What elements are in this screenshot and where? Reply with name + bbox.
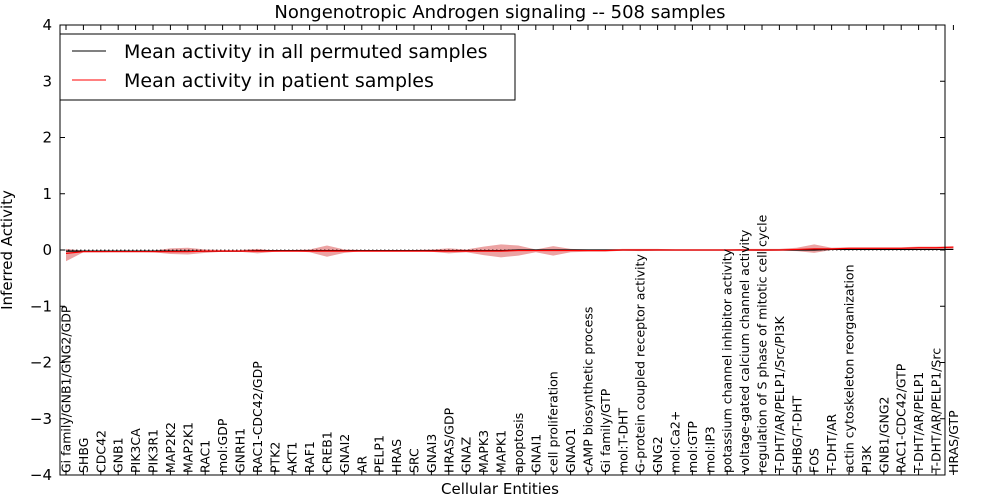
y-ticks: −4 −3 −2 −1 0 1 2 3 4 [30, 16, 945, 484]
x-tick-label: MAP2K1 [180, 422, 195, 473]
x-tick-label: GNAI3 [424, 434, 439, 473]
y-tick-label: 1 [42, 185, 52, 203]
x-tick-label: CREB1 [320, 431, 335, 473]
x-tick-label: PIK3R1 [146, 429, 161, 473]
y-tick-label: 4 [42, 16, 52, 34]
x-tick-label: T-DHT/AR/PELP1/Src [929, 348, 944, 474]
x-tick-label: HRAS [389, 439, 404, 473]
x-tick-label: MAPK3 [476, 430, 491, 473]
x-tick-label: G-protein coupled receptor activity [633, 254, 648, 473]
x-tick-label: T-DHT/AR/PELP1/Src/PI3K [772, 316, 787, 474]
chart-title: Nongenotropic Androgen signaling -- 508 … [274, 2, 725, 23]
x-tick-label: Gi family/GTP [598, 388, 613, 473]
y-tick-label: −2 [30, 354, 52, 372]
x-tick-label: mol:GTP [685, 421, 700, 473]
band-layer [66, 244, 954, 262]
x-tick-label: SHBG/T-DHT [789, 395, 804, 473]
x-tick-label: cell proliferation [546, 371, 561, 473]
x-tick-label: PIK3CA [128, 428, 143, 473]
series-line-1 [65, 246, 954, 254]
x-tick-label: GNG2 [650, 436, 665, 473]
x-tick-label: T-DHT/AR [824, 414, 839, 474]
x-tick-label: actin cytoskeleton reorganization [842, 264, 857, 473]
x-tick-label: GNAI1 [528, 434, 543, 473]
x-tick-label: GNRH1 [233, 428, 248, 473]
x-tick-label: PI3K [859, 445, 874, 473]
x-tick-label: GNAO1 [563, 428, 578, 473]
legend-box [59, 33, 516, 101]
x-tick-label: GNB1 [111, 437, 126, 473]
x-tick-label: CDC42 [93, 430, 108, 473]
y-tick-label: 3 [42, 72, 52, 90]
x-tick-label: SRC [407, 448, 422, 473]
x-tick-label: mol:GDP [215, 418, 230, 473]
x-tick-label: AR [354, 455, 369, 473]
y-tick-label: 2 [42, 129, 52, 147]
x-tick-label: GNAZ [459, 437, 474, 473]
y-tick-label: −4 [30, 466, 52, 484]
y-tick-label: −1 [30, 297, 52, 315]
x-tick-label: HRAS/GTP [946, 410, 961, 473]
x-tick-label: Gi family/GNB1/GNG2/GDP [59, 305, 74, 473]
x-tick-label: AKT1 [285, 442, 300, 473]
x-tick-label: SHBG [76, 438, 91, 473]
x-tick-label: PTK2 [267, 442, 282, 473]
x-tick-label: mol:Ca2+ [668, 411, 683, 473]
x-tick-label: HRAS/GDP [441, 407, 456, 473]
x-tick-label: PELP1 [372, 435, 387, 473]
band-area [66, 244, 954, 262]
x-tick-label: potassium channel inhibitor activity [720, 248, 735, 473]
legend: Mean activity in all permuted samples Me… [59, 33, 516, 101]
x-tick-label: RAF1 [302, 441, 317, 473]
x-tick-label: regulation of S phase of mitotic cell cy… [755, 214, 770, 473]
x-tick-label: mol:T-DHT [615, 407, 630, 473]
x-tick-label: RAC1-CDC42/GTP [894, 363, 909, 473]
x-tick-label: RAC1-CDC42/GDP [250, 361, 265, 473]
y-tick-label: −3 [30, 410, 52, 428]
x-tick-label: GNAI2 [337, 434, 352, 473]
x-tick-label: RAC1 [198, 440, 213, 473]
x-tick-label: T-DHT/AR/PELP1 [911, 372, 926, 474]
legend-label-patient: Mean activity in patient samples [124, 70, 434, 92]
x-tick-label: FOS [807, 448, 822, 473]
x-tick-label: MAP2K2 [163, 422, 178, 473]
x-tick-label: apoptosis [511, 413, 526, 473]
x-ticks: Gi family/GNB1/GNG2/GDP SHBG CDC42 GNB1 PIK3… [59, 25, 961, 475]
x-tick-label: voltage-gated calcium channel activity [737, 229, 752, 473]
x-tick-label: MAPK1 [494, 430, 509, 473]
x-tick-label: GNB1/GNG2 [876, 397, 891, 473]
series-layer [65, 246, 954, 254]
legend-label-permuted: Mean activity in all permuted samples [124, 41, 487, 63]
x-tick-label: mol:IP3 [702, 426, 717, 473]
y-axis-label: Inferred Activity [0, 190, 16, 310]
x-axis-label: Cellular Entities [441, 480, 559, 498]
x-tick-label: cAMP biosynthetic process [581, 307, 596, 473]
y-tick-label: 0 [42, 241, 52, 259]
